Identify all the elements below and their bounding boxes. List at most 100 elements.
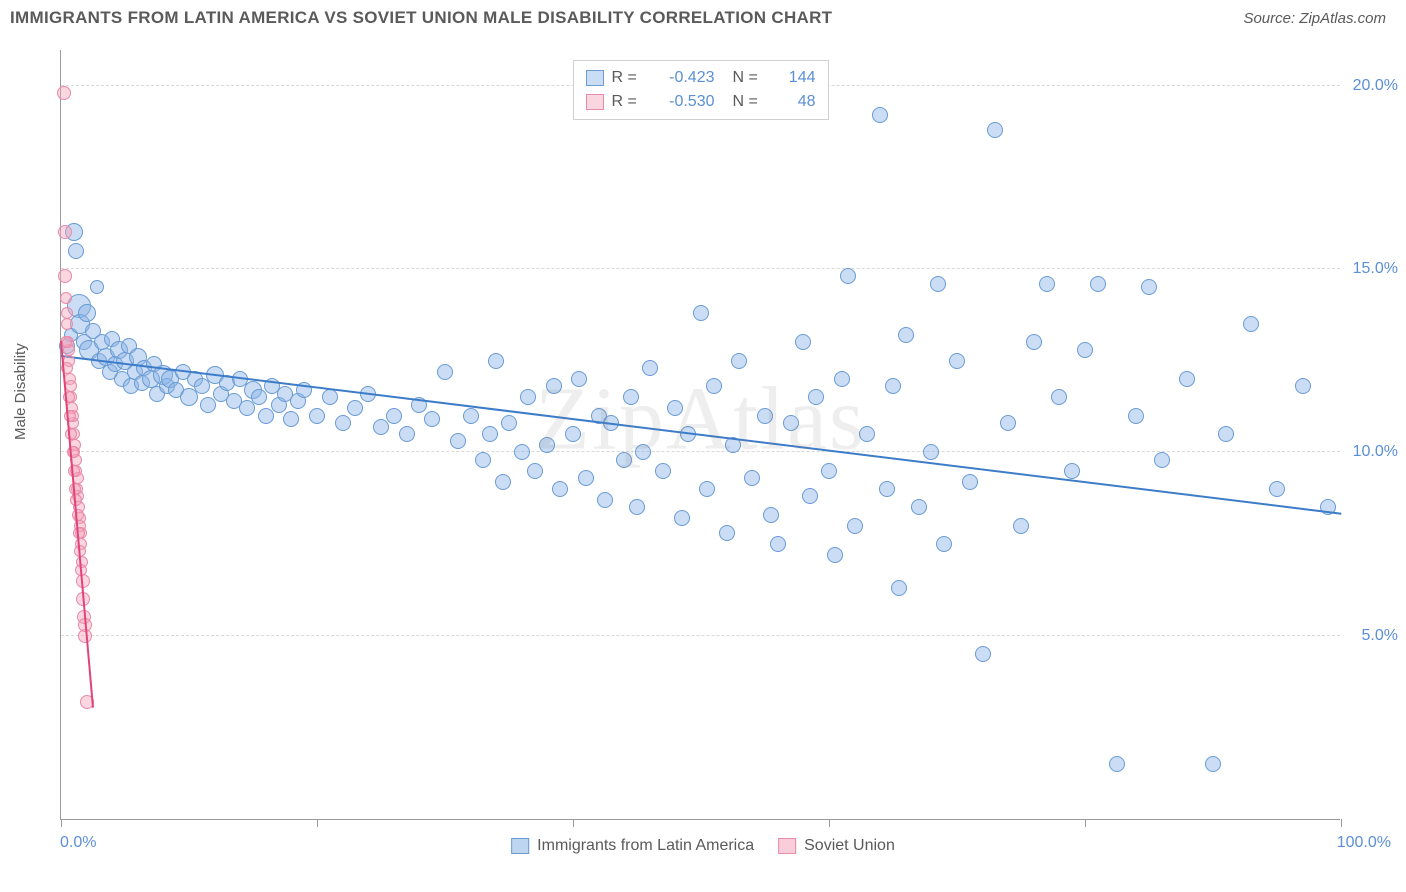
scatter-point (488, 353, 504, 369)
scatter-point (571, 371, 587, 387)
scatter-point (1243, 316, 1259, 332)
scatter-point (72, 509, 84, 521)
scatter-point (674, 510, 690, 526)
scatter-point (1154, 452, 1170, 468)
legend-row: R =-0.423N =144 (586, 66, 816, 90)
scatter-point (70, 494, 82, 506)
scatter-point (898, 327, 914, 343)
legend-n-value: 144 (776, 66, 816, 90)
legend-item: Immigrants from Latin America (511, 837, 754, 855)
scatter-point (693, 305, 709, 321)
scatter-point (840, 268, 856, 284)
scatter-point (450, 433, 466, 449)
scatter-point (802, 488, 818, 504)
scatter-point (68, 243, 84, 259)
scatter-point (399, 426, 415, 442)
scatter-point (482, 426, 498, 442)
x-tick (317, 819, 318, 827)
scatter-point (57, 86, 71, 100)
scatter-point (495, 474, 511, 490)
x-tick (1341, 819, 1342, 827)
scatter-point (597, 492, 613, 508)
scatter-point (539, 437, 555, 453)
y-axis-label: Male Disability (12, 343, 29, 440)
trend-line (60, 341, 94, 708)
legend-item: Soviet Union (778, 837, 895, 855)
scatter-point (61, 318, 73, 330)
scatter-point (1013, 518, 1029, 534)
legend-r-label: R = (612, 66, 647, 90)
scatter-point (834, 371, 850, 387)
legend-row: R = -0.530 N = 48 (586, 90, 816, 114)
chart-source: Source: ZipAtlas.com (1243, 10, 1386, 27)
scatter-point (635, 444, 651, 460)
scatter-point (67, 446, 79, 458)
scatter-point (872, 107, 888, 123)
legend-n-label: N = (733, 90, 768, 114)
legend-n-label: N = (733, 66, 768, 90)
y-tick-label: 5.0% (1362, 627, 1398, 645)
scatter-point (1128, 408, 1144, 424)
legend-r-label: R = (612, 90, 647, 114)
scatter-point (520, 389, 536, 405)
scatter-point (847, 518, 863, 534)
scatter-point (1064, 463, 1080, 479)
scatter-point (1218, 426, 1234, 442)
scatter-point (936, 536, 952, 552)
scatter-point (322, 389, 338, 405)
scatter-point (258, 408, 274, 424)
scatter-point (1141, 279, 1157, 295)
scatter-point (239, 400, 255, 416)
scatter-point (60, 292, 72, 304)
scatter-point (335, 415, 351, 431)
x-tick (61, 819, 62, 827)
scatter-point (706, 378, 722, 394)
legend-label: Soviet Union (804, 837, 895, 855)
scatter-point (949, 353, 965, 369)
scatter-point (514, 444, 530, 460)
scatter-point (879, 481, 895, 497)
scatter-point (61, 307, 73, 319)
scatter-point (565, 426, 581, 442)
scatter-point (699, 481, 715, 497)
scatter-point (962, 474, 978, 490)
x-axis-max-label: 100.0% (1337, 834, 1391, 852)
x-tick (1085, 819, 1086, 827)
legend-label: Immigrants from Latin America (537, 837, 754, 855)
scatter-point (629, 499, 645, 515)
scatter-point (795, 334, 811, 350)
scatter-point (731, 353, 747, 369)
scatter-point (58, 225, 72, 239)
scatter-point (808, 389, 824, 405)
scatter-point (642, 360, 658, 376)
scatter-point (546, 378, 562, 394)
scatter-point (475, 452, 491, 468)
series-legend: Immigrants from Latin America Soviet Unio… (511, 837, 895, 855)
legend-swatch (778, 838, 796, 854)
chart-title: IMMIGRANTS FROM LATIN AMERICA VS SOVIET … (10, 8, 832, 28)
scatter-point (437, 364, 453, 380)
legend-r-value: -0.530 (655, 90, 715, 114)
scatter-point (667, 400, 683, 416)
scatter-point (251, 389, 267, 405)
legend-n-value: 48 (776, 90, 816, 114)
x-axis-min-label: 0.0% (60, 834, 96, 852)
scatter-point (1051, 389, 1067, 405)
scatter-point (923, 444, 939, 460)
scatter-point (975, 646, 991, 662)
scatter-point (623, 389, 639, 405)
scatter-point (1026, 334, 1042, 350)
scatter-point (891, 580, 907, 596)
scatter-point (1179, 371, 1195, 387)
scatter-point (578, 470, 594, 486)
scatter-point (763, 507, 779, 523)
scatter-point (200, 397, 216, 413)
scatter-point (501, 415, 517, 431)
legend-swatch (511, 838, 529, 854)
scatter-point (821, 463, 837, 479)
scatter-point (1269, 481, 1285, 497)
scatter-point (1000, 415, 1016, 431)
scatter-point (827, 547, 843, 563)
scatter-point (885, 378, 901, 394)
scatter-point (930, 276, 946, 292)
